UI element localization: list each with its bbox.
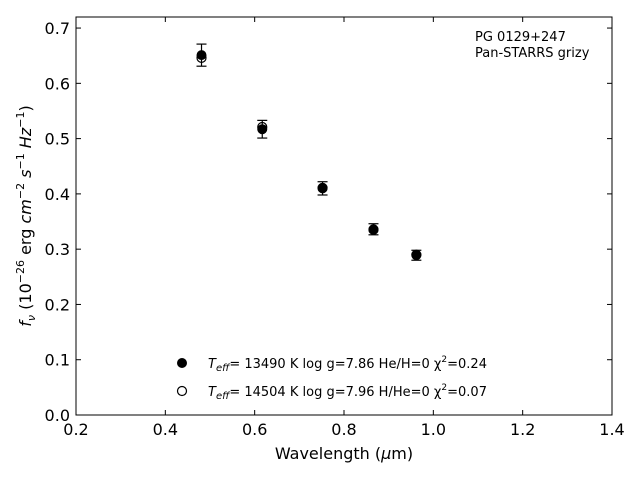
legend-entry-filled: Teff= 13490 K log g=7.86 He/H=0 χ2=0.24: [208, 355, 487, 374]
observed-point-filled: [317, 183, 328, 194]
y-axis-label: fν (10−26 erg cm−2 s−1 Hz−1): [14, 105, 38, 326]
observed-point-filled: [196, 50, 207, 61]
x-tick-label: 0.8: [331, 420, 356, 439]
observed-point-filled: [411, 250, 422, 261]
annotation-object-name: PG 0129+247: [475, 30, 566, 45]
legend-entry-open: Teff= 14504 K log g=7.96 H/He=0 χ2=0.07: [208, 383, 487, 402]
legend: Teff= 13490 K log g=7.86 He/H=0 χ2=0.24 …: [176, 355, 487, 402]
x-tick-label: 1.4: [599, 420, 624, 439]
observed-point-filled: [368, 224, 379, 235]
y-tick-label: 0.7: [45, 19, 70, 38]
y-tick-label: 0.2: [45, 295, 70, 314]
y-tick-label: 0.3: [45, 240, 70, 259]
y-tick-label: 0.4: [45, 185, 70, 204]
y-tick-label: 0.5: [45, 130, 70, 149]
annotation-survey-name: Pan-STARRS grizy: [475, 46, 590, 61]
y-tick-label: 0.1: [45, 351, 70, 370]
observed-point-filled: [257, 124, 268, 135]
axis-ticks: 0.2 0.4 0.6 0.8 1.0 1.2 1.4 0.0 0.1 0.2 0.3 0.4 0.5 0…: [45, 17, 625, 439]
x-tick-label: 1.0: [421, 420, 446, 439]
y-tick-label: 0.6: [45, 74, 70, 93]
x-tick-label: 0.2: [63, 420, 88, 439]
x-tick-label: 0.4: [153, 420, 178, 439]
x-tick-label: 0.6: [242, 420, 267, 439]
y-tick-label: 0.0: [45, 406, 70, 425]
x-axis-label: Wavelength (μm): [275, 444, 413, 463]
data-marks: [196, 43, 422, 261]
x-tick-label: 1.2: [510, 420, 535, 439]
plot-frame: [75, 16, 613, 416]
legend-marker-open: [176, 385, 188, 397]
legend-marker-filled: [177, 358, 187, 368]
